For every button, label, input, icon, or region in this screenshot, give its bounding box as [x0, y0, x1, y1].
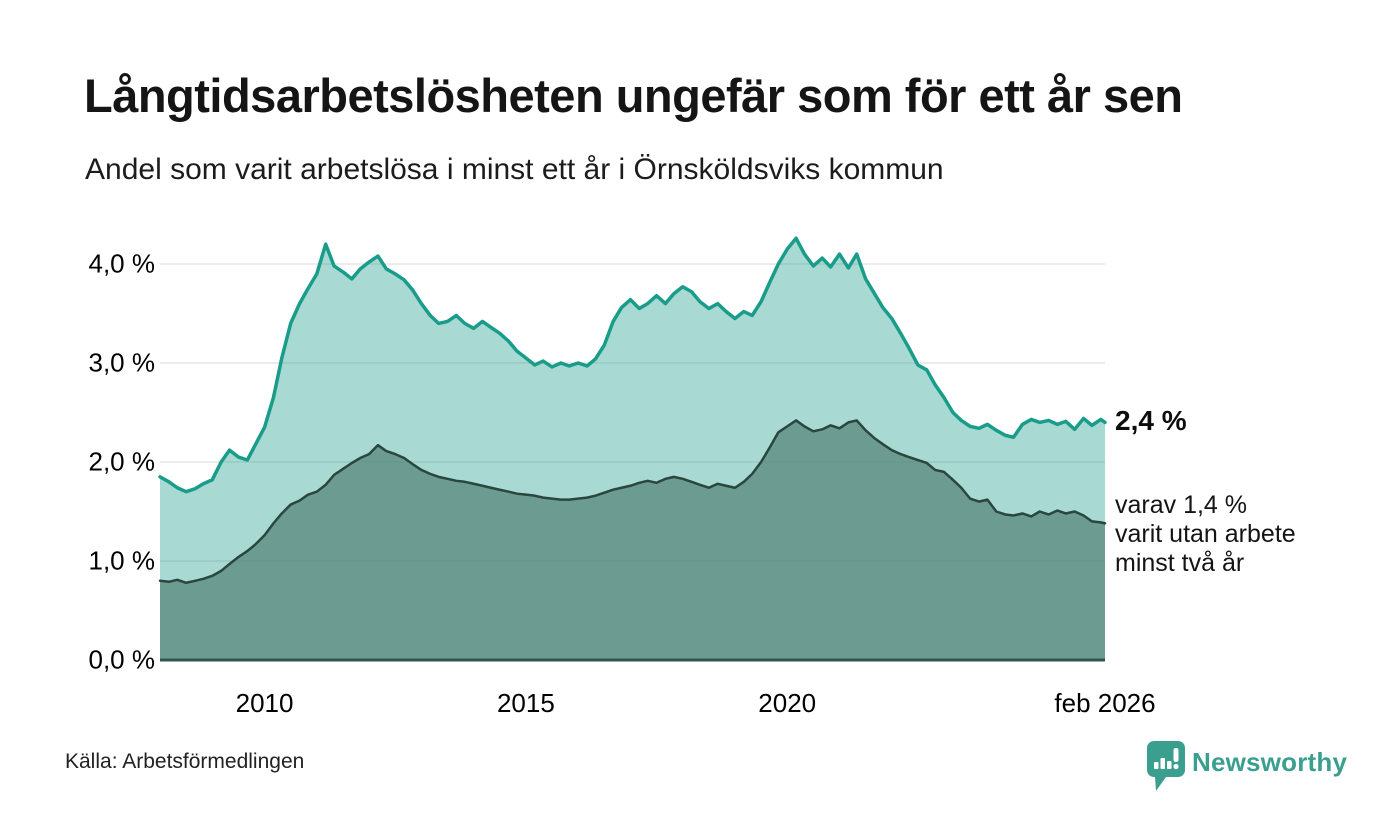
brand-logo: Newsworthy	[1146, 740, 1347, 794]
y-tick-label: 4,0 %	[88, 248, 156, 279]
y-tick-label: 1,0 %	[88, 545, 156, 576]
page-subtitle: Andel som varit arbetslösa i minst ett å…	[85, 153, 944, 186]
line-series-2	[158, 419, 1107, 585]
x-tick-label: 2020	[758, 688, 817, 718]
x-tick-label: 2010	[235, 688, 294, 718]
newsworthy-pin-barchart-icon	[1147, 741, 1185, 791]
latest-value-label-two-years: varav 1,4 % varit utan arbete minst två …	[1115, 491, 1296, 577]
area-fill-series-2	[160, 420, 1105, 660]
y-tick-label: 3,0 %	[88, 347, 156, 378]
x-tick-label: feb 2026	[1054, 688, 1156, 718]
chart-areas	[160, 238, 1105, 660]
latest-value-label-one-year: 2,4 %	[1115, 405, 1187, 436]
y-tick-label: 0,0 %	[88, 644, 156, 675]
chart-lines	[158, 236, 1107, 585]
y-tick-label: 2,0 %	[88, 446, 156, 477]
page-title: Långtidsarbetslösheten ungefär som för e…	[84, 69, 1183, 122]
source-credit: Källa: Arbetsförmedlingen	[65, 750, 305, 773]
brand-wordmark: Newsworthy	[1192, 747, 1348, 777]
line-series-1	[158, 236, 1107, 494]
x-tick-label: 2015	[496, 688, 555, 718]
